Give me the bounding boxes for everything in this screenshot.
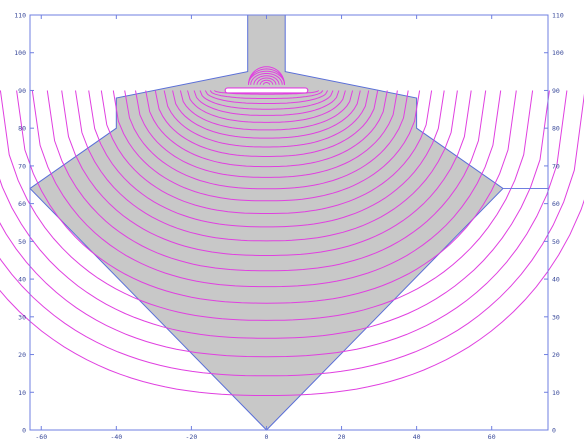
x-tick-label: -60	[35, 433, 47, 441]
x-tick-label: 40	[413, 433, 421, 441]
y-tick-label-left: 70	[18, 162, 26, 170]
contour-line	[250, 73, 283, 85]
body-region	[29, 14, 504, 431]
contour-line	[0, 90, 550, 339]
contour-line	[193, 90, 340, 116]
y-tick-label-left: 110	[14, 12, 26, 20]
y-tick-label-left: 40	[18, 276, 26, 284]
contour-line	[209, 90, 324, 99]
x-tick-label: 0	[265, 433, 269, 441]
contour-line	[16, 90, 517, 304]
contour-line	[179, 90, 354, 131]
frame-rect	[29, 14, 549, 431]
y-axis-ticks: 0 0 10 10 20 20 30 30 40 40 50 50 60 60 70 70 80 80 90 90 10…	[14, 12, 564, 435]
contour-line	[0, 90, 534, 321]
contour-line	[259, 79, 274, 85]
y-tick-label-right: 0	[552, 427, 556, 435]
y-tick-label-right: 50	[552, 238, 560, 246]
y-tick-label-right: 10	[552, 389, 560, 397]
x-tick-label: 20	[338, 433, 346, 441]
y-tick-label-right: 80	[552, 125, 560, 133]
y-tick-label-left: 60	[18, 200, 26, 208]
contour-line	[256, 77, 277, 85]
contour-line	[248, 68, 285, 85]
contour-line	[135, 90, 398, 178]
y-tick-label-right: 110	[552, 12, 564, 20]
contour-line	[204, 90, 329, 104]
contour-line	[253, 75, 280, 85]
contour-line	[61, 90, 472, 256]
contour-line	[46, 90, 487, 272]
contour-line	[248, 66, 285, 85]
region-layer	[29, 14, 504, 431]
contour-line	[145, 90, 388, 168]
contour-line	[163, 90, 370, 148]
contour-line	[112, 90, 421, 202]
contour-line	[248, 70, 285, 85]
y-tick-label-right: 30	[552, 313, 560, 321]
electrode	[224, 87, 309, 94]
plot-frame	[29, 14, 549, 431]
contour-line	[75, 90, 458, 242]
contour-line	[187, 90, 346, 123]
contour-line	[100, 90, 433, 214]
y-tick-label-left: 100	[14, 49, 26, 57]
y-tick-label-right: 20	[552, 351, 560, 359]
y-tick-label-right: 70	[552, 162, 560, 170]
y-tick-label-left: 20	[18, 351, 26, 359]
x-tick-label: -40	[110, 433, 122, 441]
contour-line	[124, 90, 409, 190]
contour-line	[154, 90, 379, 157]
contour-line	[31, 90, 502, 288]
electrode-layer	[224, 87, 548, 190]
contour-line	[0, 199, 584, 396]
x-tick-label: 60	[488, 433, 496, 441]
y-tick-label-left: 0	[22, 427, 26, 435]
y-tick-label-left: 90	[18, 87, 26, 95]
contour-line	[88, 90, 445, 228]
contour-line	[172, 90, 361, 139]
contour-line	[199, 90, 334, 110]
x-axis-ticks: -60 -40 -20 0 20 40 60	[35, 15, 496, 441]
y-tick-label-right: 90	[552, 87, 560, 95]
y-tick-label-right: 40	[552, 276, 560, 284]
y-tick-label-left: 50	[18, 238, 26, 246]
contour-line	[0, 90, 568, 358]
x-tick-label: -20	[186, 433, 198, 441]
y-tick-label-right: 60	[552, 200, 560, 208]
contour-line	[0, 93, 584, 377]
y-tick-label-left: 30	[18, 313, 26, 321]
contour-line	[262, 82, 271, 85]
y-tick-label-right: 100	[552, 49, 564, 57]
y-tick-label-left: 80	[18, 125, 26, 133]
y-tick-label-left: 10	[18, 389, 26, 397]
contour-lines	[0, 66, 584, 396]
